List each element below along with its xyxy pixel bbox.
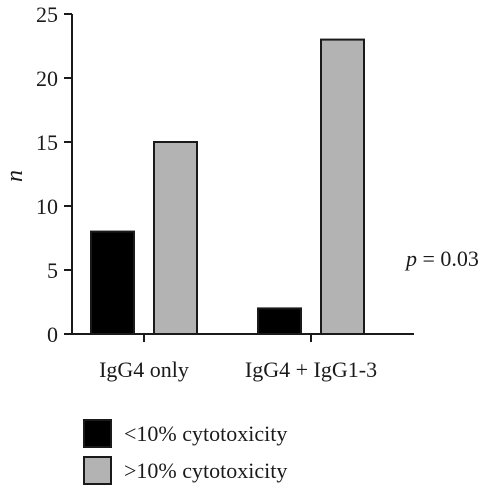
y-tick-label: 5 — [47, 258, 58, 283]
p-value-symbol: p — [404, 246, 417, 271]
bar-lt10-1 — [257, 307, 302, 335]
x-category-label: IgG4 only — [99, 357, 189, 382]
legend-swatch — [83, 456, 112, 485]
legend: <10% cytotoxicity >10% cytotoxicity — [83, 419, 287, 485]
x-category-label: IgG4 + IgG1-3 — [245, 357, 377, 382]
plot-area — [90, 38, 365, 336]
bar-gt10-1 — [320, 38, 365, 335]
y-tick-label: 20 — [36, 66, 58, 91]
p-value-annotation: p = 0.03 — [404, 246, 479, 271]
bar-lt10-0 — [90, 230, 135, 336]
legend-label: <10% cytotoxicity — [124, 421, 287, 446]
y-tick-label: 15 — [36, 130, 58, 155]
y-axis-title: n — [2, 170, 28, 182]
y-tick-label: 25 — [36, 2, 58, 27]
p-value-text: = 0.03 — [417, 246, 479, 271]
y-tick-label: 10 — [36, 194, 58, 219]
x-axis: IgG4 only IgG4 + IgG1-3 — [72, 333, 414, 382]
legend-label: >10% cytotoxicity — [124, 458, 287, 483]
bar-gt10-0 — [153, 141, 198, 335]
y-axis: 0 5 10 15 20 25 — [36, 2, 73, 347]
y-tick-label: 0 — [47, 322, 58, 347]
legend-swatch — [83, 419, 112, 448]
